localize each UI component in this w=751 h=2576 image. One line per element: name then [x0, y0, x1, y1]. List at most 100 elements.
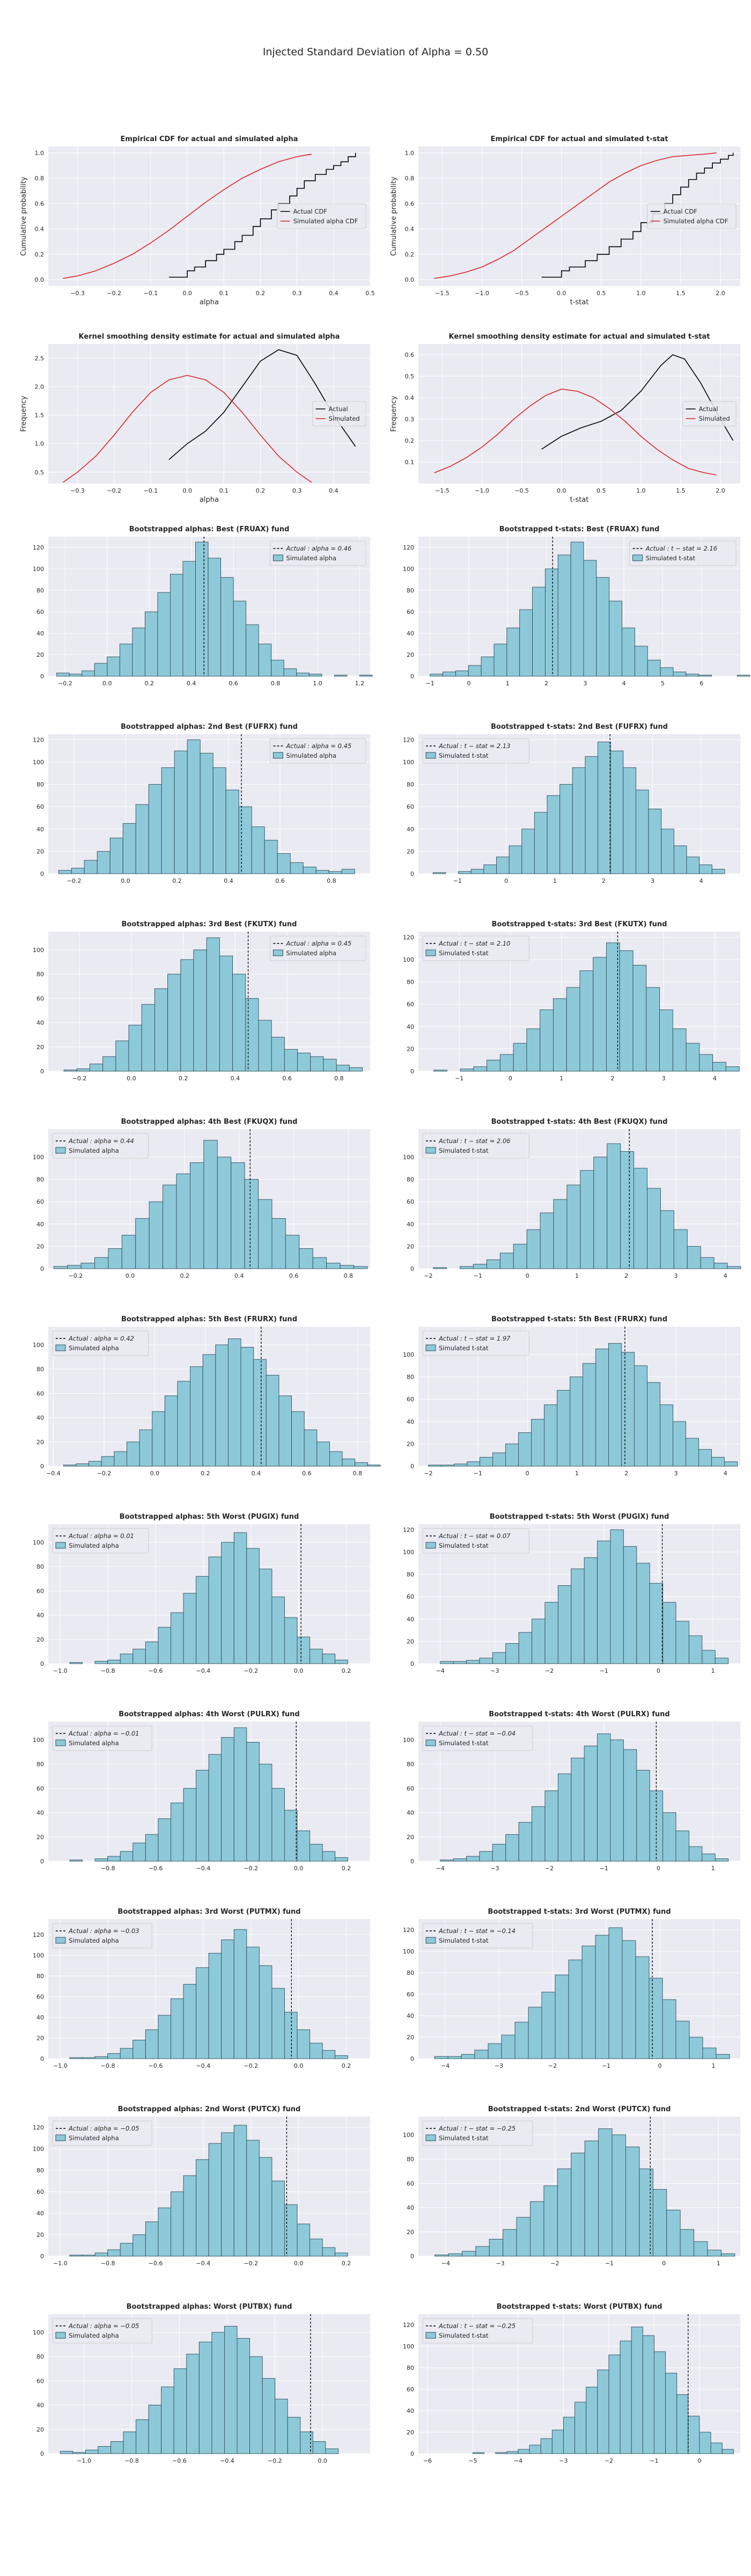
y-tick-label: 0.6 [405, 352, 415, 358]
histogram-bar [158, 2015, 171, 2059]
legend-entry: Simulated alpha [286, 949, 336, 957]
histogram-bar [649, 1978, 663, 2059]
histogram-bar [673, 1229, 688, 1269]
y-tick-label: 60 [36, 2189, 44, 2196]
y-tick-label: 20 [36, 2426, 44, 2433]
x-tick-label: 0.0 [294, 1865, 304, 1872]
histogram-bar [233, 1929, 247, 2059]
x-tick-label: 5 [661, 680, 665, 687]
x-tick-label: 0 [504, 877, 508, 884]
legend: Actual : alpha = −0.05 Simulated alpha [52, 2120, 152, 2146]
y-tick-label: 120 [403, 736, 414, 743]
x-tick-label: −0.2 [244, 2062, 258, 2069]
y-tick-label: 1.0 [35, 150, 45, 157]
x-tick-label: 0.1 [219, 290, 229, 297]
legend-frame [422, 1528, 529, 1554]
histogram-bar [596, 577, 610, 677]
x-tick-label: 1.5 [676, 487, 686, 494]
y-tick-label: 100 [403, 1737, 414, 1744]
histogram-bar [284, 1049, 298, 1072]
x-tick-label: 1.0 [636, 487, 646, 494]
histogram-bar [145, 1834, 159, 1862]
histogram-bar [623, 1749, 637, 1862]
x-tick-label: 0.2 [256, 487, 266, 494]
legend: Actual : alpha = 0.01 Simulated alpha [52, 1528, 149, 1554]
chart-panel-bootstrapped-alphas-3rd-best-fkutx-fund: −0.2 0.0 0.2 0.4 0.6 0.8 0 20 40 60 80 100 Bootstrap… [33, 920, 370, 1082]
histogram-bar [278, 1395, 292, 1467]
legend-entry: Actual CDF [664, 208, 697, 215]
histogram-bar [553, 998, 567, 1072]
histogram-bar [128, 1024, 142, 1072]
x-tick-label: 0 [662, 2260, 666, 2267]
x-tick-label: 0.6 [275, 877, 285, 884]
chart-title: Bootstrapped alphas: 4th Best (FKUQX) fu… [121, 1118, 298, 1126]
y-tick-label: 80 [36, 971, 44, 978]
legend: Actual CDF Simulated alpha CDF [277, 203, 366, 229]
y-tick-label: 100 [403, 1948, 414, 1955]
x-tick-label: −2 [424, 1272, 432, 1279]
x-tick-label: 0.4 [224, 877, 233, 884]
histogram-bar [479, 1851, 493, 1862]
y-tick-label: 0.0 [405, 276, 415, 283]
histogram-bar [662, 1602, 676, 1664]
x-tick-label: −0.8 [101, 1667, 115, 1674]
histogram-bar [623, 767, 636, 874]
chart-title: Bootstrapped t-stats: Worst (PUTBX) fund [497, 2303, 662, 2311]
histogram-bar [245, 998, 259, 1072]
histogram-bar [713, 1263, 728, 1269]
y-tick-label: 20 [36, 652, 44, 658]
x-tick-label: 0.1 [219, 487, 229, 494]
x-tick-label: −2 [424, 1470, 432, 1477]
legend-entry: Actual : t − stat = 2.10 [438, 940, 510, 947]
legend: Actual : t − stat = 2.13 Simulated t-stat [422, 738, 529, 764]
legend-entry: Simulated t-stat [439, 2134, 489, 2142]
histogram-bar [513, 1043, 527, 1072]
y-tick-label: 120 [403, 2322, 414, 2329]
histogram-bar [158, 1627, 171, 1664]
histogram-bar [563, 2417, 575, 2454]
histogram-bar [636, 1769, 650, 1862]
x-tick-label: −4 [436, 1667, 445, 1674]
histogram-bar [532, 587, 546, 677]
legend-entry: Actual : t − stat = −0.25 [438, 2322, 516, 2330]
legend-frame [682, 401, 737, 427]
y-tick-label: 40 [36, 1415, 44, 1422]
histogram-bar [499, 1253, 514, 1269]
legend-entry: Actual : alpha = 0.01 [68, 1532, 134, 1540]
histogram-bar [335, 2055, 348, 2059]
histogram-bar [58, 870, 72, 874]
y-tick-label: 100 [403, 1154, 414, 1161]
histogram-bar [177, 1381, 191, 1467]
histogram-bar [94, 663, 108, 677]
histogram-bar [608, 1343, 622, 1467]
histogram-bar [135, 804, 149, 874]
y-tick-label: 0 [40, 1265, 44, 1272]
y-tick-label: 0 [410, 2253, 414, 2260]
histogram-bar [440, 1661, 454, 1664]
y-tick-label: 60 [36, 1785, 44, 1792]
legend-entry: Actual : alpha = −0.01 [68, 1730, 139, 1737]
histogram-bar [233, 1532, 247, 1664]
y-tick-label: 40 [36, 630, 44, 637]
histogram-bar [145, 2029, 159, 2059]
x-tick-label: 0.5 [597, 290, 606, 297]
y-tick-label: 20 [407, 1045, 414, 1052]
y-tick-label: 20 [36, 1636, 44, 1643]
histogram-bar [232, 974, 246, 1072]
histogram-bar [575, 2402, 587, 2454]
y-tick-label: 60 [407, 1991, 414, 1998]
x-tick-label: 0.8 [271, 680, 281, 687]
y-axis-label: Cumulative probability [390, 177, 398, 256]
histogram-bar [568, 1959, 583, 2059]
y-tick-label: 0 [410, 2450, 414, 2457]
histogram-bar [238, 806, 252, 874]
histogram-bar [56, 672, 70, 677]
histogram-bar [195, 541, 209, 677]
legend-frame [52, 1923, 152, 1949]
legend-entry: Actual : alpha = 0.45 [285, 940, 351, 947]
x-tick-label: 0.0 [294, 2260, 304, 2267]
x-tick-label: −1 [605, 2260, 614, 2267]
histogram-bar [271, 1988, 285, 2059]
